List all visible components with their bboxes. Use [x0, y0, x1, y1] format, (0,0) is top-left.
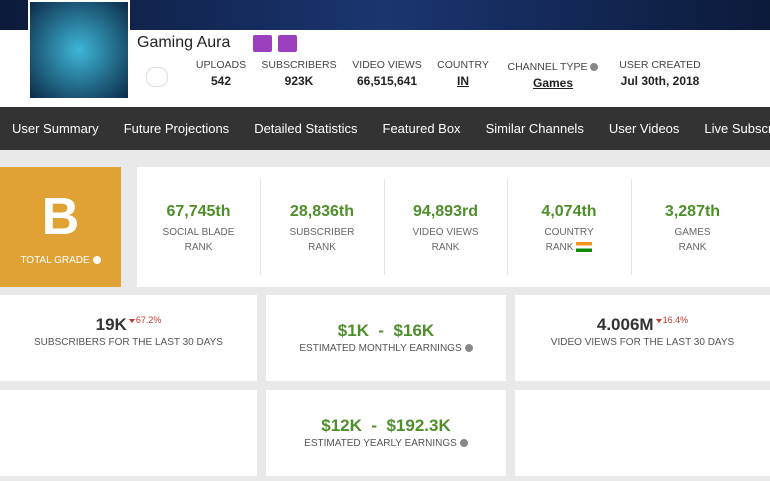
channel-name: Gaming Aura	[137, 34, 231, 51]
rank-label-line: COUNTRY	[544, 227, 594, 238]
rank: 67,745th SOCIAL BLADE RANK	[137, 179, 261, 275]
card: $12K - $192.3K ESTIMATED YEARLY EARNINGS	[266, 390, 506, 476]
grade-box: B TOTAL GRADE	[0, 167, 121, 287]
nav-item[interactable]: Future Projections	[123, 121, 230, 136]
card-label-text: ESTIMATED YEARLY EARNINGS	[304, 438, 457, 449]
rank-label-line: VIDEO VIEWS	[412, 227, 479, 238]
card-value: $12K - $192.3K	[321, 416, 451, 435]
rank-value: 3,287th	[664, 203, 721, 220]
rank-label: SUBSCRIBER RANK	[261, 225, 384, 255]
nav-item[interactable]: Featured Box	[382, 121, 461, 136]
rank-label-line: RANK	[545, 242, 574, 253]
nav-bar: User Summary Future Projections Detailed S…	[0, 107, 770, 150]
rank-label-line: SUBSCRIBER	[289, 227, 355, 238]
card-change: 16.4%	[662, 315, 689, 325]
stat: USER CREATED Jul 30th, 2018	[600, 59, 720, 88]
rank-label: SOCIAL BLADE RANK	[137, 225, 260, 255]
card: $1K - $16K ESTIMATED MONTHLY EARNINGS	[266, 295, 506, 381]
stat: UPLOADS 542	[161, 59, 281, 88]
rank-label: GAMES RANK	[631, 225, 754, 255]
nav-item[interactable]: Live Subscribe	[704, 121, 770, 136]
card: 19K 67.2% SUBSCRIBERS FOR THE LAST 30 DAYS	[0, 295, 257, 381]
rank-label-line: RANK	[678, 242, 707, 253]
stat-value: 542	[210, 74, 232, 88]
stat: SUBSCRIBERS 923K	[239, 59, 359, 88]
card-value: 19K	[95, 315, 127, 334]
nav-item[interactable]: User Videos	[608, 121, 680, 136]
ranks-panel: 67,745th SOCIAL BLADE RANK 28,836th SUBSCRIB…	[137, 167, 770, 287]
card-label-text: SUBSCRIBERS FOR THE LAST 30 DAYS	[34, 337, 223, 348]
stat-value: IN	[457, 74, 469, 88]
rank: 94,893rd VIDEO VIEWS RANK	[384, 179, 508, 275]
rank-label: VIDEO VIEWS RANK	[384, 225, 507, 255]
favorite[interactable]	[146, 67, 168, 87]
stat-label: COUNTRY	[437, 59, 489, 71]
rank-label: COUNTRY RANK	[508, 225, 631, 255]
card-label: VIDEO VIEWS FOR THE LAST 30 DAYS	[515, 337, 770, 348]
card-value: 4.006M	[596, 315, 654, 334]
avatar[interactable]	[28, 0, 130, 100]
stat-label: VIDEO VIEWS	[352, 59, 422, 71]
nav-item[interactable]: User Summary	[12, 121, 99, 136]
stat-label: CHANNEL TYPE	[493, 61, 613, 73]
card-label: SUBSCRIBERS FOR THE LAST 30 DAYS	[0, 337, 257, 348]
rank-label-line: RANK	[308, 242, 336, 253]
stat-value: 923K	[284, 74, 314, 88]
stat: VIDEO VIEWS 66,515,641	[327, 59, 447, 88]
rank-label-line: RANK	[184, 242, 213, 253]
nav-item[interactable]: Detailed Statistics	[254, 121, 358, 136]
stat-value: Jul 30th, 2018	[620, 74, 700, 88]
rank: 28,836th SUBSCRIBER RANK	[261, 179, 385, 275]
stat: CHANNEL TYPE Games	[493, 61, 613, 90]
stat-value: 66,515,641	[356, 74, 418, 88]
stat: COUNTRY IN	[403, 59, 523, 88]
sparkline-card	[515, 390, 770, 476]
card-value-row: $12K - $192.3K	[266, 416, 506, 436]
grade-label: TOTAL GRADE	[20, 255, 90, 266]
nav-item[interactable]: Similar Channels	[485, 121, 584, 136]
grade: B	[41, 188, 80, 246]
stat-label: SUBSCRIBERS	[261, 59, 337, 71]
card-change: 67.2%	[135, 315, 162, 325]
icon[interactable]	[253, 35, 272, 52]
rank-label-line: RANK	[431, 242, 460, 253]
rank-value: 28,836th	[289, 203, 355, 220]
icon[interactable]	[278, 35, 297, 52]
sparkline-card	[0, 390, 257, 476]
rank-label-line: SOCIAL BLADE	[162, 227, 235, 238]
card-label-text: VIDEO VIEWS FOR THE LAST 30 DAYS	[550, 337, 735, 348]
rank-value: 4,074th	[541, 203, 597, 220]
card-value-row: 4.006M 16.4%	[515, 315, 770, 335]
card-label: ESTIMATED MONTHLY EARNINGS	[266, 343, 506, 354]
card-value-row: $1K - $16K	[266, 321, 506, 341]
rank-value: 67,745th	[166, 203, 231, 220]
card-value-row: 19K 67.2%	[0, 315, 257, 335]
card: 4.006M 16.4% VIDEO VIEWS FOR THE LAST 30 D…	[515, 295, 770, 381]
rank: 4,074th COUNTRY RANK	[508, 179, 632, 275]
rank: 3,287th GAMES RANK	[631, 179, 754, 275]
stat-value: Games	[532, 76, 574, 90]
card-value: $1K - $16K	[337, 321, 435, 340]
rank-label-line: GAMES	[674, 227, 711, 238]
rank-value: 94,893rd	[413, 203, 478, 220]
stat-label: USER CREATED	[619, 59, 701, 71]
card-label: ESTIMATED YEARLY EARNINGS	[266, 438, 506, 449]
stat-label: UPLOADS	[195, 59, 247, 71]
card-label-text: ESTIMATED MONTHLY EARNINGS	[299, 343, 462, 354]
